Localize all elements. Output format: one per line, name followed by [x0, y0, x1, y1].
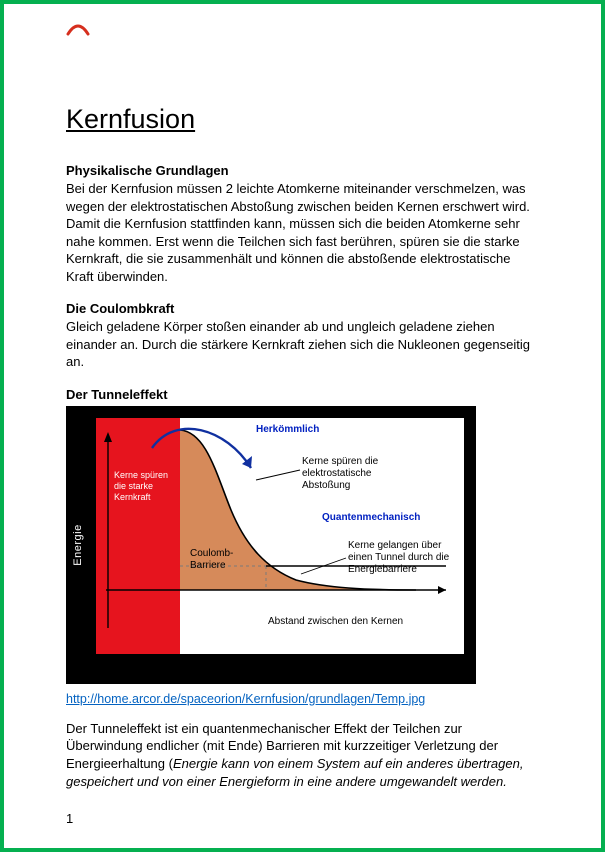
page-title: Kernfusion — [66, 104, 539, 135]
figure-xlabel: Abstand zwischen den Kernen — [268, 616, 403, 628]
annot-barriere: Coulomb-Barriere — [190, 548, 250, 572]
section3-body: Der Tunneleffekt ist ein quantenmechanis… — [66, 720, 539, 790]
leader-abstossung — [256, 470, 300, 480]
page-number: 1 — [66, 811, 73, 826]
figure-ylabel: Energie — [72, 524, 84, 565]
tunneleffekt-figure: Energie — [66, 406, 476, 684]
section1-heading: Physikalische Grundlagen — [66, 163, 539, 178]
x-axis-arrow-icon — [438, 586, 446, 594]
logo-arc-icon — [66, 22, 90, 36]
section2-heading: Die Coulombkraft — [66, 301, 539, 316]
section1-body: Bei der Kernfusion müssen 2 leichte Atom… — [66, 180, 539, 285]
content-area: Kernfusion Physikalische Grundlagen Bei … — [66, 104, 539, 790]
annot-herkoemmlich: Herkömmlich — [256, 424, 319, 436]
section3-heading: Der Tunneleffekt — [66, 387, 539, 402]
figure-source-link[interactable]: http://home.arcor.de/spaceorion/Kernfusi… — [66, 692, 425, 706]
annot-quanten: Quantenmechanisch — [322, 512, 420, 524]
annot-abstossung: Kerne spüren die elektrostatische Abstoß… — [302, 456, 422, 492]
document-page: Kernfusion Physikalische Grundlagen Bei … — [4, 4, 601, 848]
annot-tunnel: Kerne gelangen über einen Tunnel durch d… — [348, 540, 458, 576]
plot-area: Herkömmlich Kerne spüren die elektrostat… — [96, 418, 464, 654]
section2-body: Gleich geladene Körper stoßen einander a… — [66, 318, 539, 371]
outer-frame: Kernfusion Physikalische Grundlagen Bei … — [0, 0, 605, 852]
annot-kernkraft: Kerne spüren die starke Kernkraft — [114, 470, 172, 504]
